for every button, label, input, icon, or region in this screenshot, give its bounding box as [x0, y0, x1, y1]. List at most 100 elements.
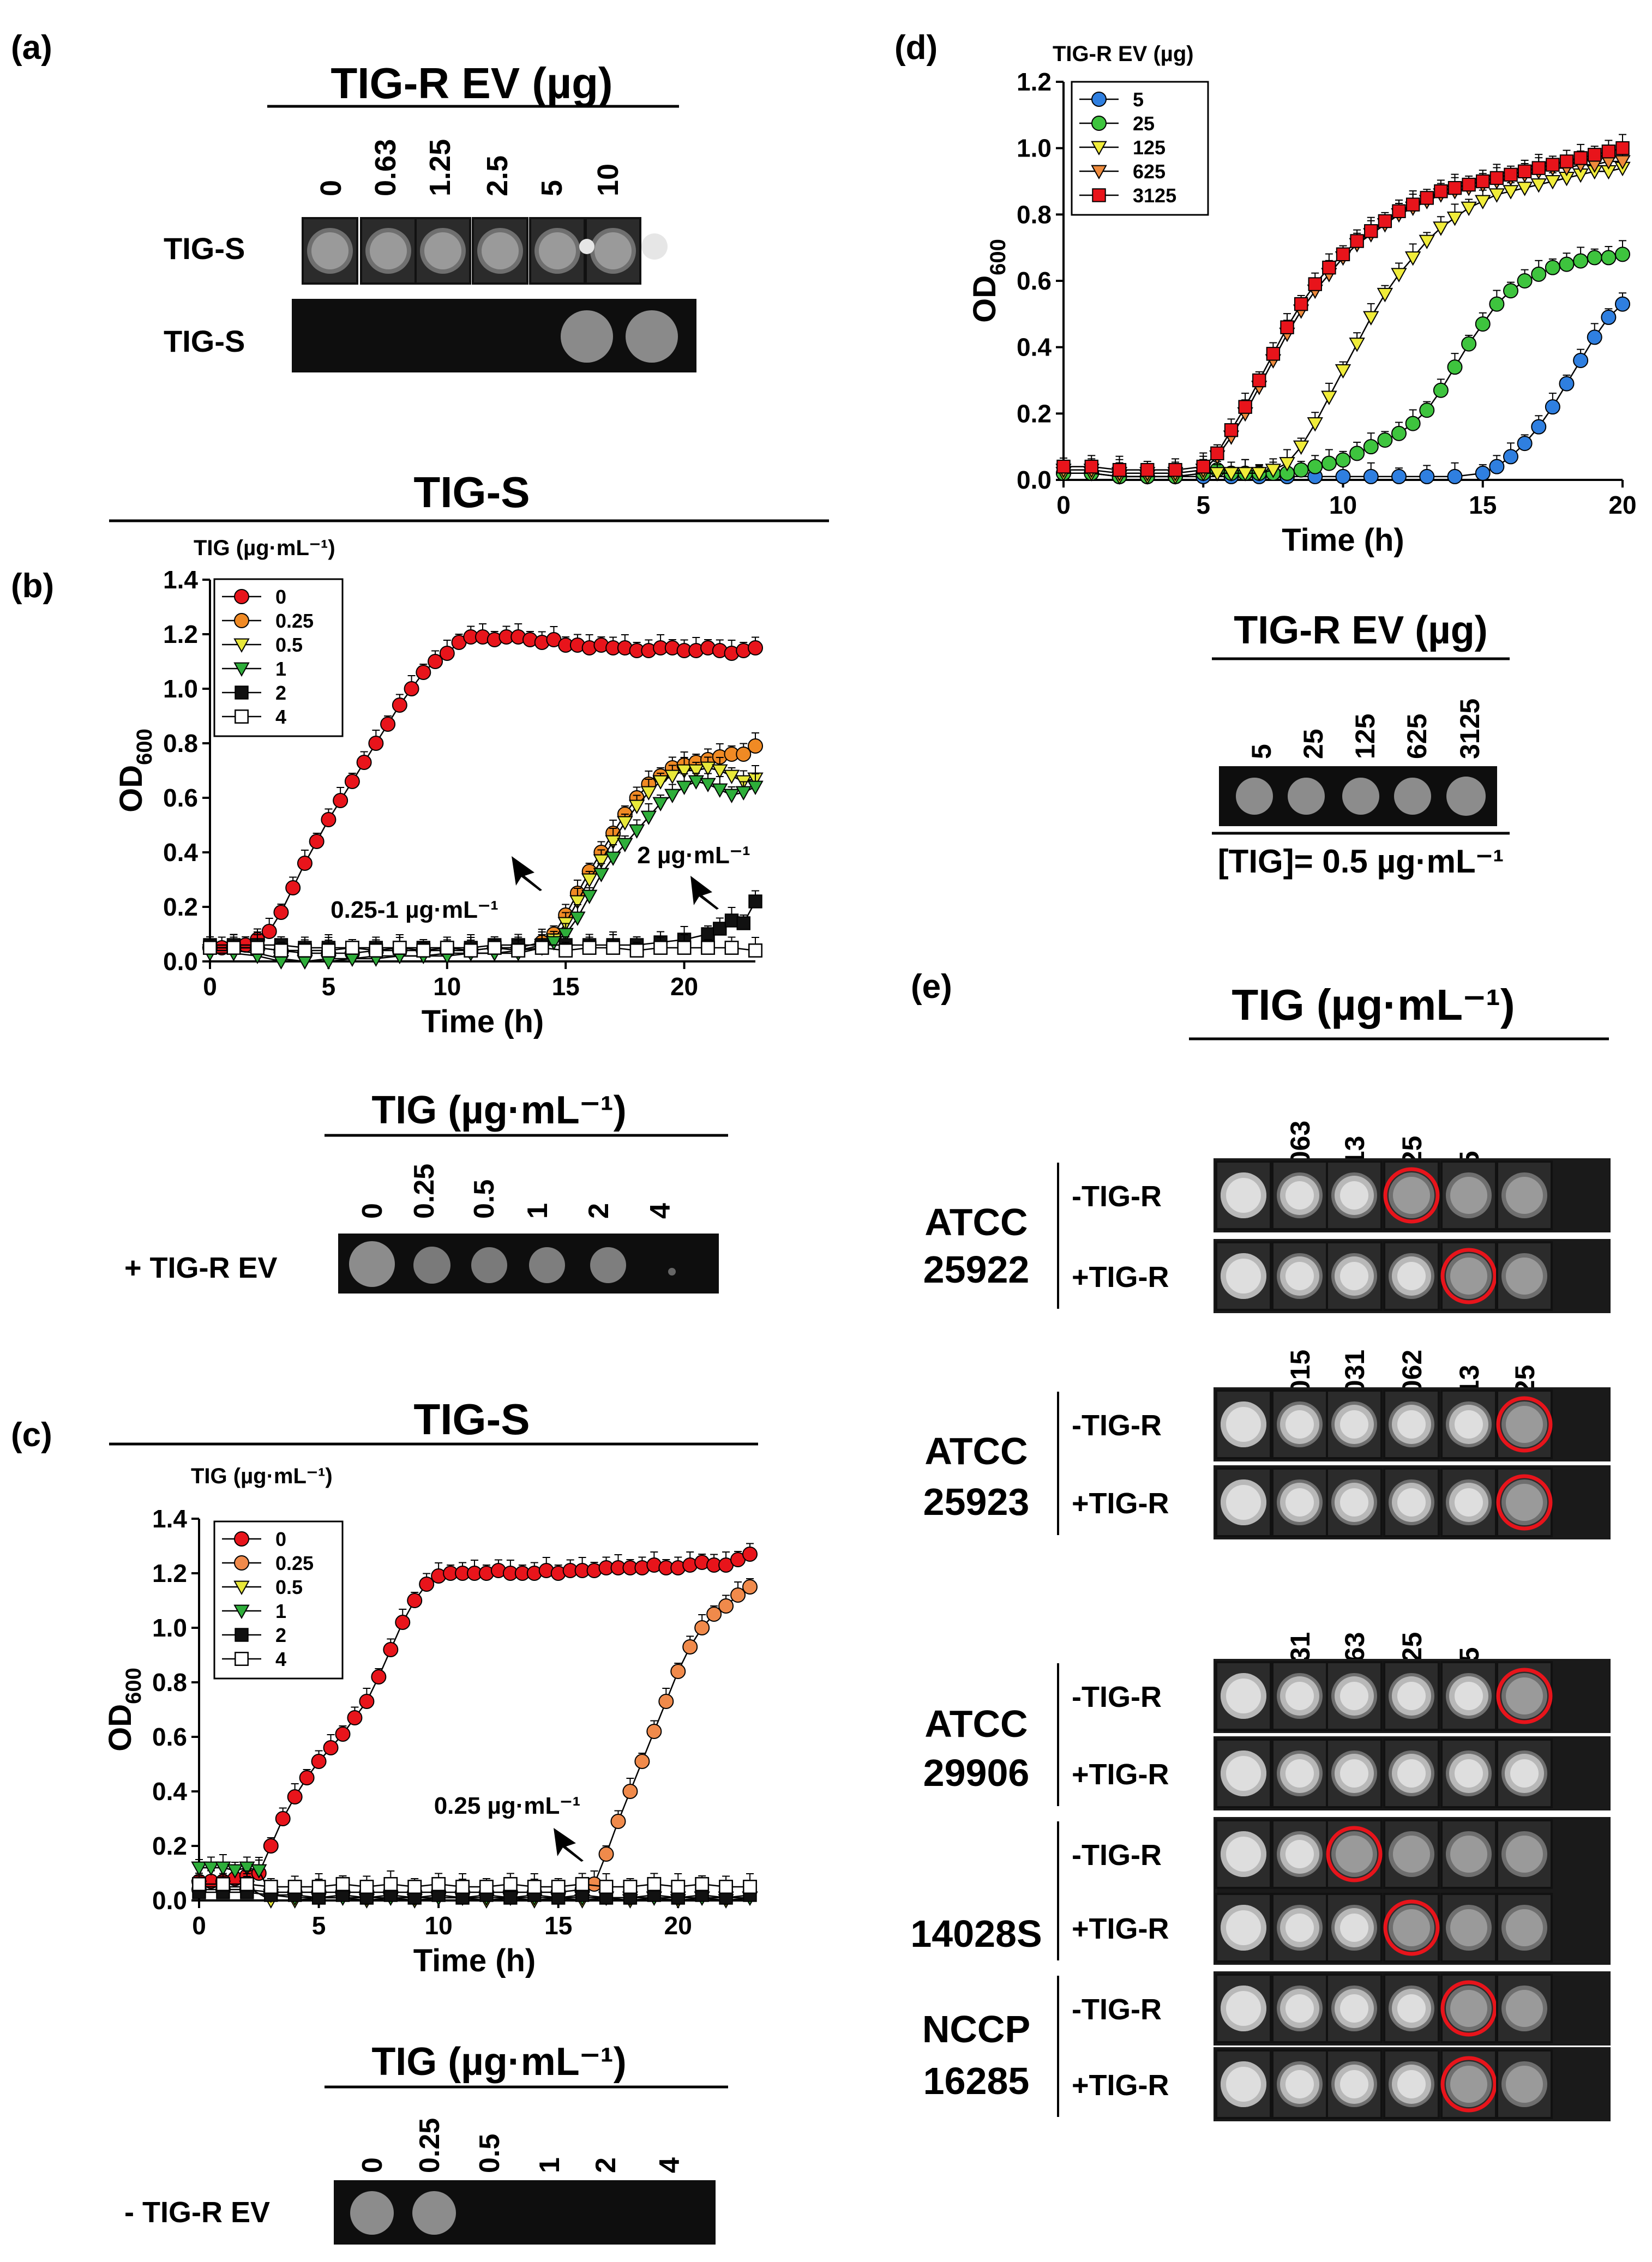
point-0.25 — [598, 1846, 614, 1862]
point-4 — [250, 941, 265, 955]
point-125 — [1461, 201, 1477, 216]
point-0 — [748, 640, 763, 655]
point-25 — [1461, 336, 1477, 352]
x-tick-label: 20 — [670, 972, 698, 1001]
point-4 — [392, 941, 407, 955]
y-axis-label: OD600 — [103, 1668, 146, 1752]
point-0 — [344, 774, 360, 789]
point-25 — [1307, 459, 1323, 474]
legend-label-0.25: 0.25 — [275, 1552, 314, 1574]
legend-marker-2 — [235, 1628, 249, 1642]
point-125 — [1349, 338, 1365, 352]
point-3125 — [1531, 161, 1546, 175]
point-0.25 — [694, 1620, 710, 1635]
point-0.25 — [682, 1639, 698, 1655]
point-25 — [1517, 273, 1533, 288]
point-3125 — [1280, 320, 1294, 334]
point-3125 — [1084, 459, 1098, 474]
point-3125 — [1322, 260, 1336, 275]
point-0 — [368, 736, 384, 751]
legend-marker-2 — [235, 685, 249, 700]
y-tick-label: 0.6 — [1017, 267, 1052, 295]
point-25 — [1503, 283, 1518, 299]
point-5 — [1573, 353, 1589, 368]
point-125 — [1293, 440, 1309, 455]
point-4 — [416, 943, 431, 958]
panel-b-top-title: TIG-S — [413, 468, 530, 516]
y-tick-label: 1.0 — [1017, 134, 1052, 163]
point-25 — [1433, 382, 1449, 398]
panel-b-annot-1: 0.25-1 µg·mL⁻¹ — [331, 897, 498, 923]
y-tick-label: 0.2 — [152, 1832, 187, 1860]
point-25 — [1293, 462, 1309, 478]
y-tick-label: 1.2 — [1017, 68, 1052, 96]
point-5 — [1587, 329, 1602, 345]
point-1 — [545, 936, 562, 951]
point-125 — [1488, 188, 1505, 203]
point-0.5 — [712, 764, 728, 779]
point-5 — [1391, 468, 1407, 484]
series-3125 — [1056, 134, 1630, 477]
point-2 — [713, 922, 727, 936]
point-4 — [383, 1877, 398, 1891]
point-3125 — [1350, 234, 1364, 248]
legend-label-625: 625 — [1133, 160, 1166, 183]
point-25 — [1419, 402, 1435, 418]
point-25 — [1405, 416, 1421, 431]
y-tick-label: 1.4 — [152, 1505, 187, 1533]
point-25 — [1391, 425, 1407, 441]
y-axis-label: OD600 — [967, 239, 1010, 323]
point-4 — [582, 941, 597, 955]
y-tick-label: 1.2 — [163, 620, 198, 648]
point-125 — [1335, 364, 1351, 379]
point-3125 — [1378, 214, 1392, 228]
point-25 — [1447, 359, 1463, 375]
point-4 — [311, 1880, 326, 1894]
point-0 — [321, 812, 337, 827]
point-4 — [629, 943, 644, 958]
x-tick-label: 10 — [433, 972, 461, 1001]
point-0 — [359, 1694, 375, 1709]
point-4 — [215, 1877, 230, 1891]
point-0.5 — [664, 769, 681, 785]
point-3125 — [1420, 191, 1434, 205]
point-3125 — [1238, 400, 1252, 414]
point-5 — [1545, 399, 1560, 415]
point-0 — [347, 1710, 363, 1725]
legend-label-125: 125 — [1133, 136, 1166, 159]
point-0.25 — [730, 1587, 746, 1603]
point-25 — [1335, 452, 1351, 468]
point-1 — [652, 797, 669, 812]
legend-marker-3125 — [1092, 188, 1106, 202]
point-1 — [747, 780, 764, 796]
y-tick-label: 0.8 — [152, 1668, 187, 1696]
point-2 — [503, 1891, 518, 1905]
x-tick-label: 15 — [1469, 491, 1497, 519]
point-4 — [503, 1877, 518, 1891]
point-125 — [1404, 251, 1421, 266]
point-0.5 — [628, 799, 645, 815]
point-4 — [534, 941, 549, 955]
point-1 — [640, 810, 657, 826]
point-0 — [392, 697, 407, 713]
legend-marker-4 — [235, 709, 249, 724]
point-0 — [416, 665, 431, 680]
x-tick-label: 5 — [322, 972, 336, 1001]
point-3125 — [1517, 164, 1532, 178]
point-2 — [724, 913, 739, 928]
panel-e-title: TIG (µg·mL⁻¹) — [1232, 980, 1515, 1029]
panel-a-row-1-label: TIG-S — [164, 231, 245, 266]
legend-label-0: 0 — [275, 1528, 286, 1550]
point-25 — [1573, 253, 1589, 269]
point-4 — [487, 941, 502, 955]
point-4 — [623, 1880, 638, 1894]
point-3125 — [1573, 151, 1588, 165]
panel-e-strain-2-0: ATCC — [924, 1702, 1028, 1745]
point-25 — [1363, 439, 1379, 455]
point-3125 — [1434, 184, 1448, 198]
point-25 — [1475, 316, 1491, 332]
point-0 — [356, 755, 372, 770]
panel-e-mic-circle — [1496, 1668, 1553, 1724]
